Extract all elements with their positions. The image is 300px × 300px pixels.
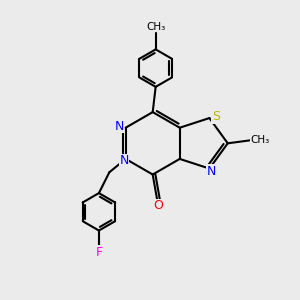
Text: S: S — [212, 110, 220, 123]
Text: CH₃: CH₃ — [146, 22, 165, 32]
Text: O: O — [154, 199, 164, 212]
Text: F: F — [95, 246, 103, 259]
Text: N: N — [119, 154, 129, 167]
Text: N: N — [207, 165, 217, 178]
Text: CH₃: CH₃ — [251, 135, 270, 145]
Text: N: N — [114, 120, 124, 133]
